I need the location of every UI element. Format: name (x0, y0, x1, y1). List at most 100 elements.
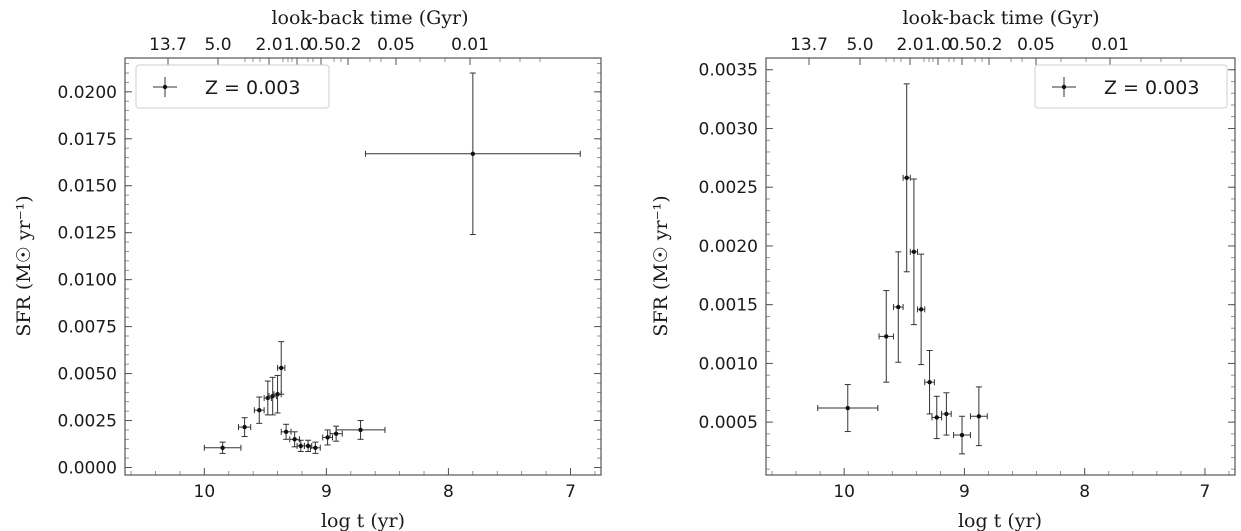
x-axis-label-right: log t (yr) (958, 510, 1042, 531)
data-marker (934, 415, 939, 420)
data-marker (904, 175, 909, 181)
panel-left: look-back time (Gyr) 13.7 5.0 2.0 1.00.5 0.2… (13, 7, 602, 531)
y-axis-ticks-right: 0.0005 0.0010 0.0015 0.0020 0.0025 0.0030 0.00… (699, 61, 1235, 433)
top-tick-label-2: 2.0 (255, 35, 282, 55)
y-tick-label-4: 0.0025 (699, 178, 758, 198)
x-tick-label-3: 7 (1200, 482, 1211, 502)
data-marker (976, 414, 982, 419)
axes-frame-right (765, 57, 1236, 476)
data-point-6 (924, 349, 935, 415)
data-point-9 (953, 415, 971, 455)
y-axis-label-left: SFR (M☉ yr⁻¹) (13, 195, 35, 336)
data-marker (257, 407, 262, 413)
x-axis-label-left: log t (yr) (321, 510, 405, 531)
data-marker (918, 307, 924, 312)
data-marker (470, 151, 476, 156)
y-tick-label-0: 0.0005 (699, 413, 758, 433)
axes-frame-left (124, 57, 602, 476)
data-point-1 (238, 417, 252, 437)
data-point-2 (892, 251, 904, 363)
data-point-1 (878, 290, 894, 383)
data-point-4 (909, 178, 919, 326)
x-tick-label-1: 9 (959, 482, 970, 502)
legend-label-left: Z = 0.003 (205, 77, 300, 99)
data-marker (358, 427, 363, 433)
data-point-11 (310, 441, 321, 454)
legend-box-left (135, 64, 330, 109)
data-marker (845, 405, 850, 411)
y-tick-label-8: 0.0200 (58, 83, 117, 103)
top-tick-label-1: 5.0 (846, 35, 873, 55)
data-marker (292, 437, 297, 442)
top-tick-label-1: 5.0 (204, 35, 231, 55)
top-tick-label-5: 0.2 (975, 35, 1002, 55)
top-tick-label-6: 0.05 (377, 35, 415, 55)
data-marker (325, 435, 330, 440)
data-marker (333, 431, 339, 436)
y-tick-label-0: 0.0000 (58, 458, 117, 478)
y-tick-label-5: 0.0125 (58, 224, 117, 244)
data-marker (242, 424, 247, 430)
x-tick-label-1: 9 (321, 482, 332, 502)
top-tick-label-0: 13.7 (149, 35, 187, 55)
data-point-14 (335, 420, 386, 440)
x-tick-label-3: 7 (565, 482, 576, 502)
data-marker (283, 429, 289, 434)
top-tick-label-4: 0.5 (948, 35, 975, 55)
top-axis-label-right: look-back time (Gyr) (902, 7, 1099, 29)
legend-right: Z = 0.003 (1034, 64, 1228, 109)
data-marker (298, 443, 303, 449)
x-tick-label-2: 8 (443, 482, 454, 502)
data-point-10 (969, 386, 988, 447)
legend-box-right (1034, 64, 1228, 109)
x-tick-label-2: 8 (1079, 482, 1090, 502)
y-tick-label-7: 0.0175 (58, 130, 117, 150)
top-tick-label-6: 0.05 (1017, 35, 1055, 55)
data-point-12 (322, 429, 333, 446)
y-axis-label-right: SFR (M☉ yr⁻¹) (650, 195, 672, 336)
top-tick-label-3: 1.0 (283, 35, 310, 55)
data-point-6 (277, 341, 286, 395)
data-marker (313, 445, 318, 450)
y-tick-label-6: 0.0035 (699, 61, 758, 81)
data-point-5 (917, 253, 926, 366)
legend-marker-dot-left (162, 84, 168, 90)
top-tick-label-2: 2.0 (896, 35, 923, 55)
data-marker (944, 411, 949, 417)
data-points-left (203, 72, 581, 454)
data-marker (927, 380, 932, 385)
legend-marker-dot-right (1061, 84, 1067, 90)
x-tick-label-0: 10 (194, 482, 216, 502)
top-tick-label-7: 0.01 (1091, 35, 1129, 55)
data-marker (911, 249, 917, 255)
x-axis-ticks-right: 10 9 8 7 (833, 468, 1210, 502)
panel-right: look-back time (Gyr) 13.7 5.0 2.0 1.00.5 0.2… (650, 7, 1236, 531)
data-point-10 (303, 439, 313, 453)
top-tick-label-0: 13.7 (790, 35, 828, 55)
x-axis-ticks-left: 10 9 8 7 (194, 468, 576, 502)
y-tick-label-2: 0.0050 (58, 365, 117, 385)
y-tick-label-3: 0.0020 (699, 237, 758, 257)
x-tick-label-0: 10 (833, 482, 855, 502)
data-point-2 (253, 396, 265, 424)
y-tick-label-4: 0.0100 (58, 271, 117, 291)
data-point-4 (268, 376, 277, 416)
data-marker (959, 432, 965, 438)
legend-left: Z = 0.003 (135, 64, 330, 109)
top-axis-ticks-right: 13.7 5.0 2.0 1.00.5 0.2 0.05 0.01 (790, 35, 1182, 65)
data-point-3 (263, 380, 272, 416)
y-tick-label-1: 0.0025 (58, 412, 117, 432)
minor-ticks-right (766, 57, 1235, 475)
y-tick-label-5: 0.0030 (699, 119, 758, 139)
top-tick-label-4: 0.5 (307, 35, 334, 55)
data-point-7 (280, 423, 292, 440)
y-tick-label-1: 0.0010 (699, 354, 758, 374)
y-tick-label-3: 0.0075 (58, 318, 117, 338)
data-point-0 (817, 384, 879, 433)
data-marker (896, 304, 901, 310)
data-marker (279, 365, 284, 371)
data-point-8 (941, 392, 952, 436)
y-tick-label-6: 0.0150 (58, 177, 117, 197)
data-points-right (817, 83, 988, 455)
